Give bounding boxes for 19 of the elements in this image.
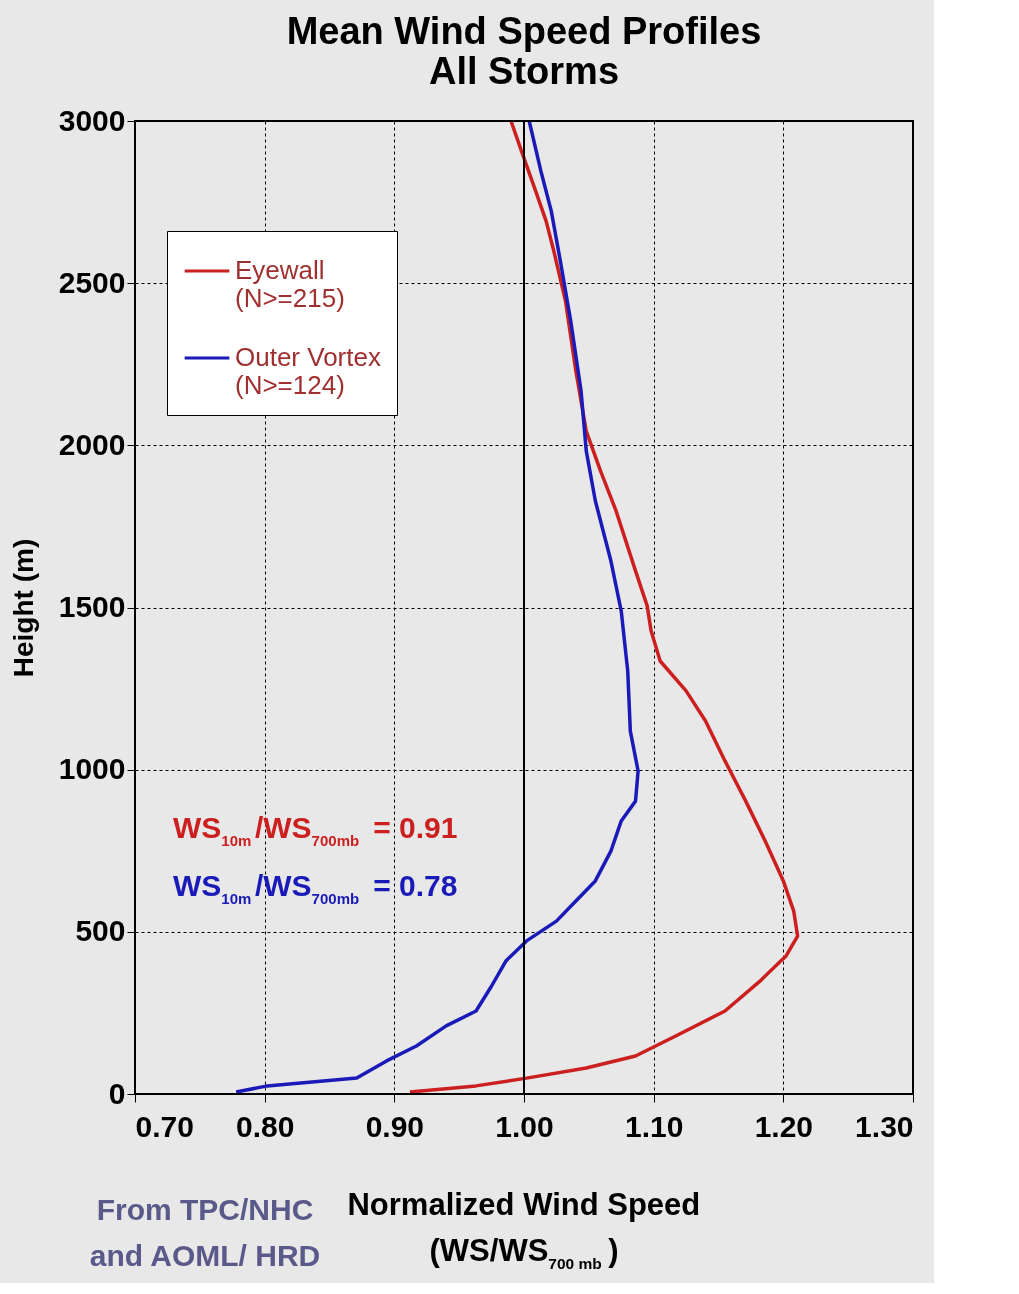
text: From TPC/NHC and AOML/ HRD bbox=[89, 1193, 321, 1272]
x-tick-label: 1.20 bbox=[754, 1109, 814, 1143]
y-tick-label: 2000 bbox=[58, 427, 126, 461]
y-tick-label: 2500 bbox=[58, 265, 126, 299]
x-tick-label: 1.00 bbox=[495, 1109, 554, 1143]
legend-label: Outer Vortex (N>=124) bbox=[235, 342, 381, 400]
chart-title: Mean Wind Speed Profiles All Storms bbox=[286, 10, 762, 92]
y-axis-title: Height (m) bbox=[7, 538, 39, 678]
y-tick-label: 3000 bbox=[58, 103, 126, 137]
y-tick-label: 1000 bbox=[58, 752, 126, 786]
y-tick-label: 500 bbox=[75, 914, 126, 948]
x-tick-label: 1.30 bbox=[855, 1109, 914, 1143]
x-tick-label: 0.90 bbox=[365, 1109, 425, 1143]
legend-label: Eyewall (N>=215) bbox=[235, 255, 345, 313]
x-tick-label: 0.80 bbox=[235, 1109, 295, 1143]
y-tick-label: 0 bbox=[108, 1076, 126, 1110]
x-tick-label: 0.70 bbox=[135, 1109, 194, 1143]
y-tick-label: 1500 bbox=[58, 590, 126, 623]
x-tick-label: 1.10 bbox=[624, 1109, 684, 1143]
